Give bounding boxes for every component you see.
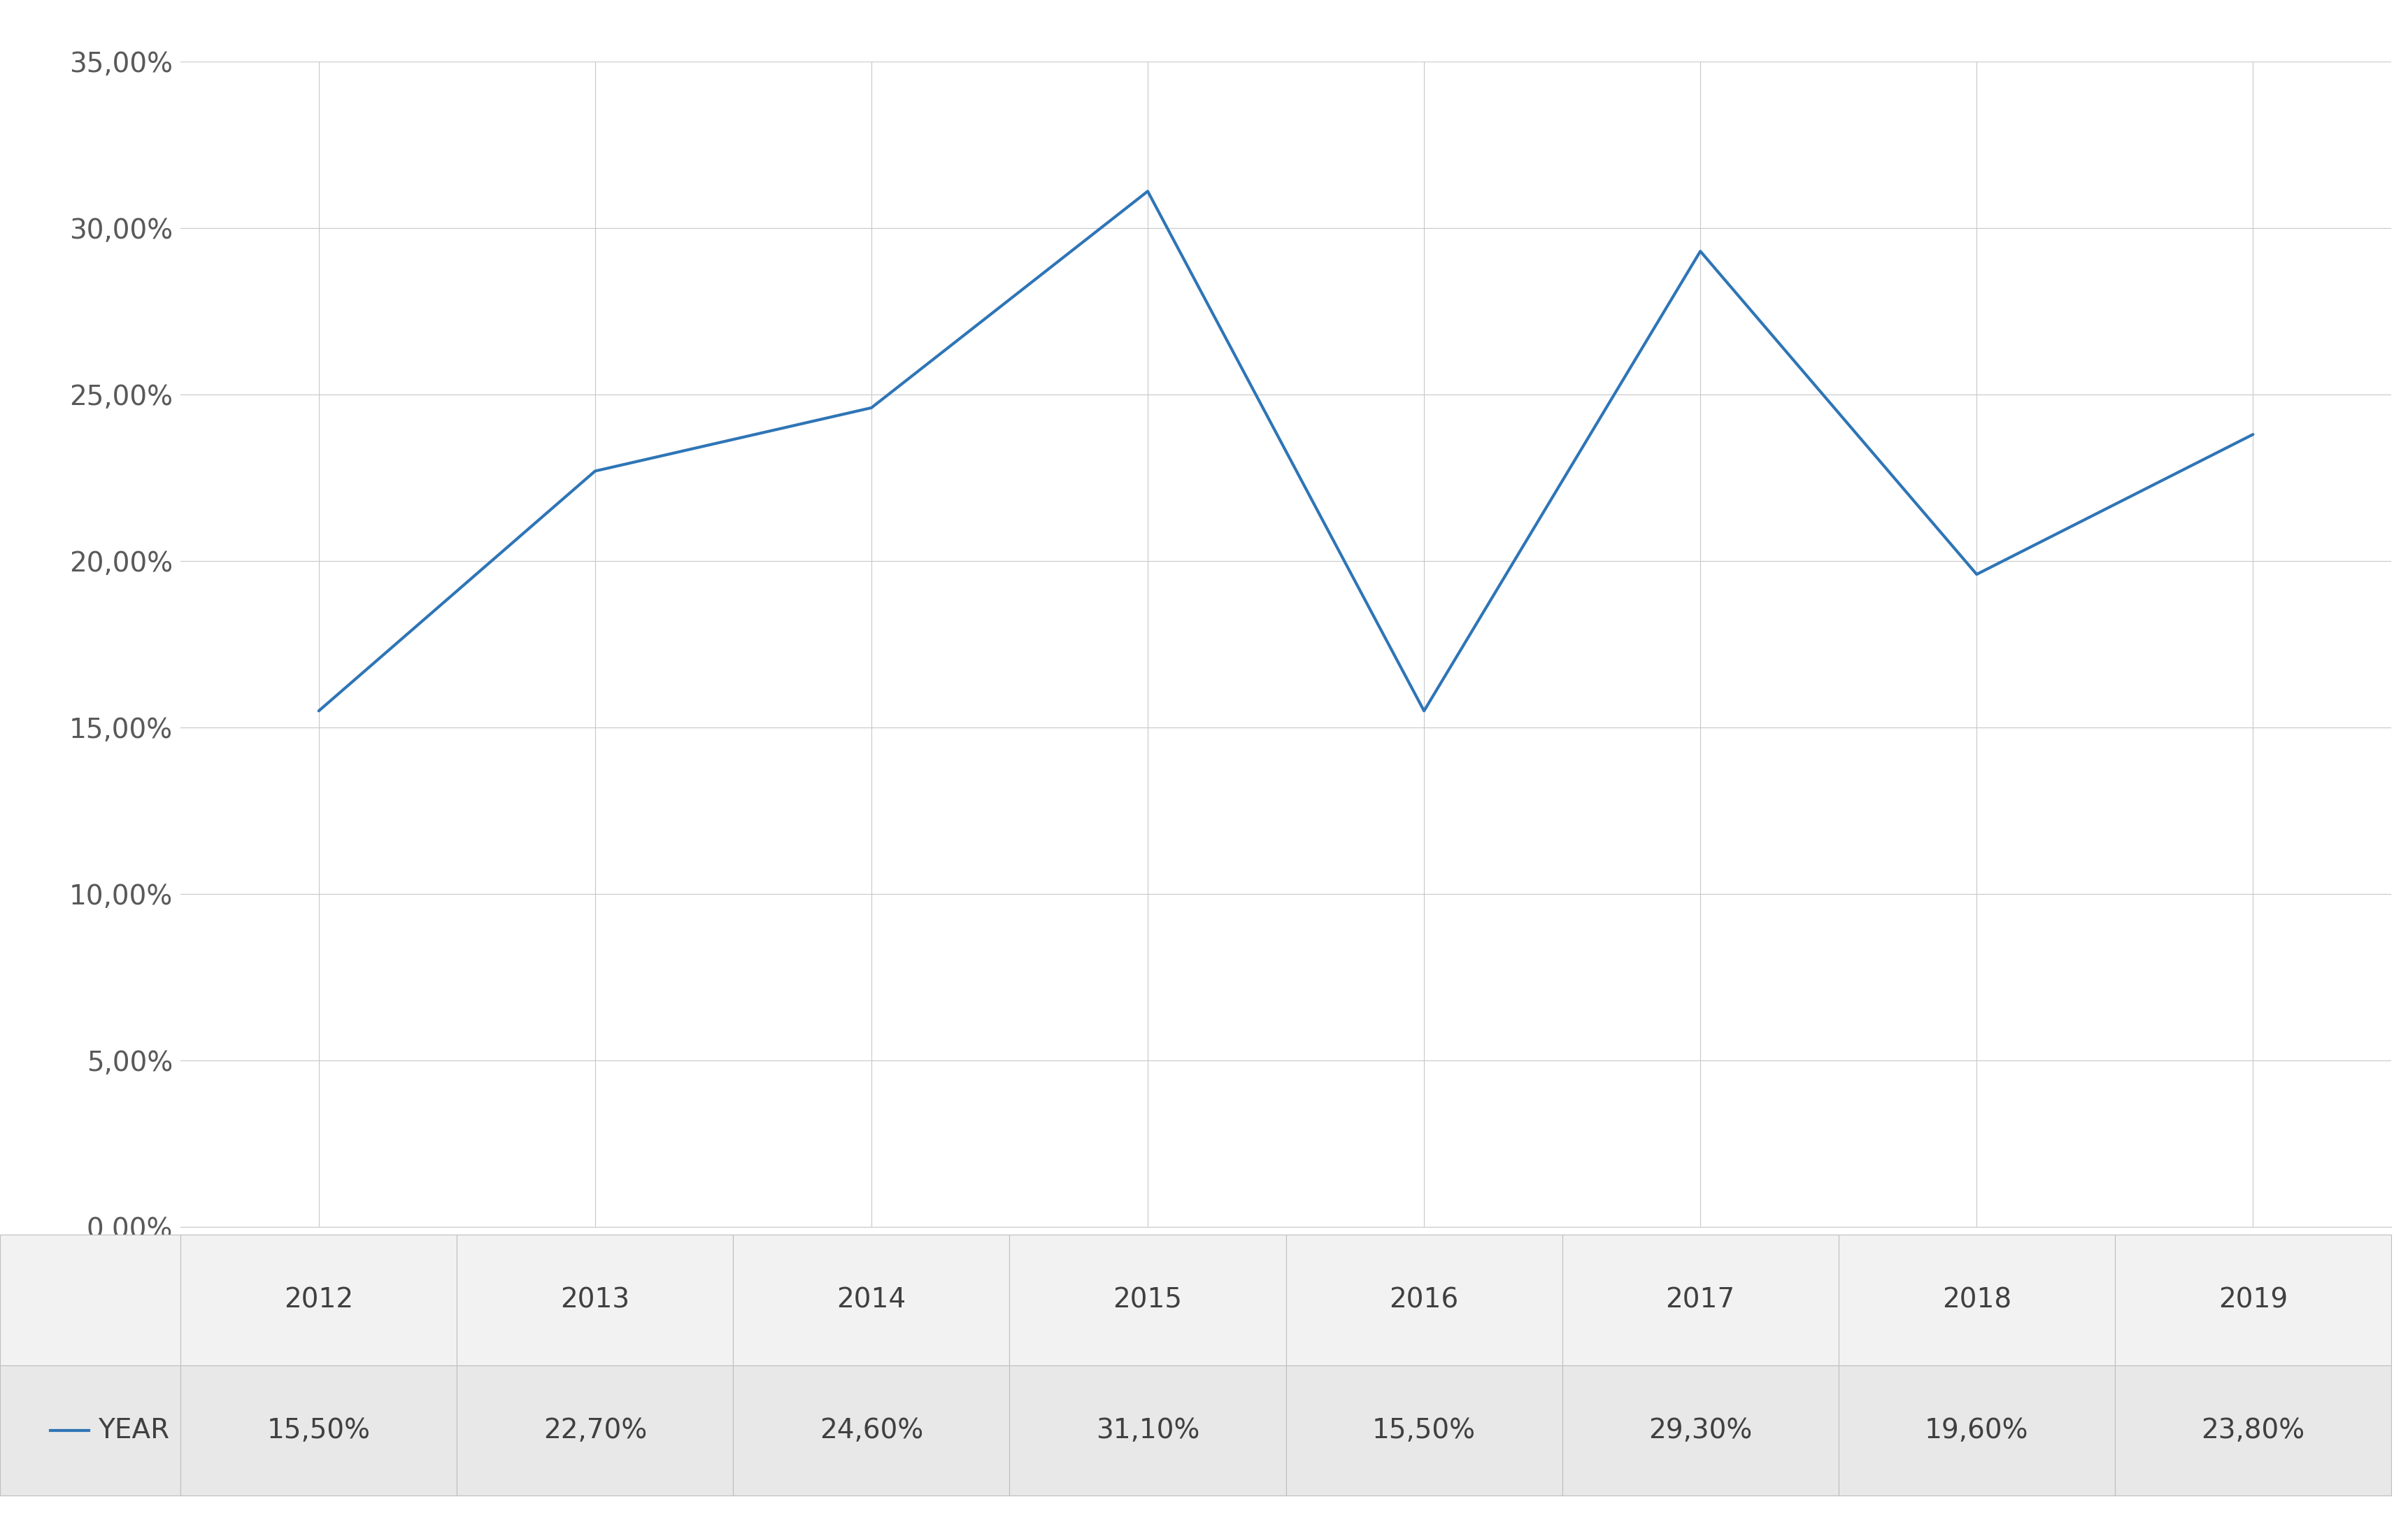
Text: 2014: 2014 [836, 1287, 905, 1313]
Text: 2018: 2018 [1941, 1287, 2011, 1313]
Text: YEAR: YEAR [99, 1417, 169, 1443]
Text: 15,50%: 15,50% [1373, 1417, 1476, 1443]
Text: 24,60%: 24,60% [819, 1417, 922, 1443]
Text: 22,70%: 22,70% [544, 1417, 648, 1443]
Text: 29,30%: 29,30% [1649, 1417, 1753, 1443]
Text: 23,80%: 23,80% [2201, 1417, 2304, 1443]
Text: 2013: 2013 [561, 1287, 631, 1313]
Text: 15,50%: 15,50% [267, 1417, 371, 1443]
Text: 2017: 2017 [1666, 1287, 1736, 1313]
Text: 2015: 2015 [1112, 1287, 1182, 1313]
Text: 19,60%: 19,60% [1924, 1417, 2028, 1443]
Text: 2016: 2016 [1389, 1287, 1459, 1313]
Text: 31,10%: 31,10% [1096, 1417, 1199, 1443]
Text: 2012: 2012 [284, 1287, 354, 1313]
Text: 2019: 2019 [2218, 1287, 2288, 1313]
